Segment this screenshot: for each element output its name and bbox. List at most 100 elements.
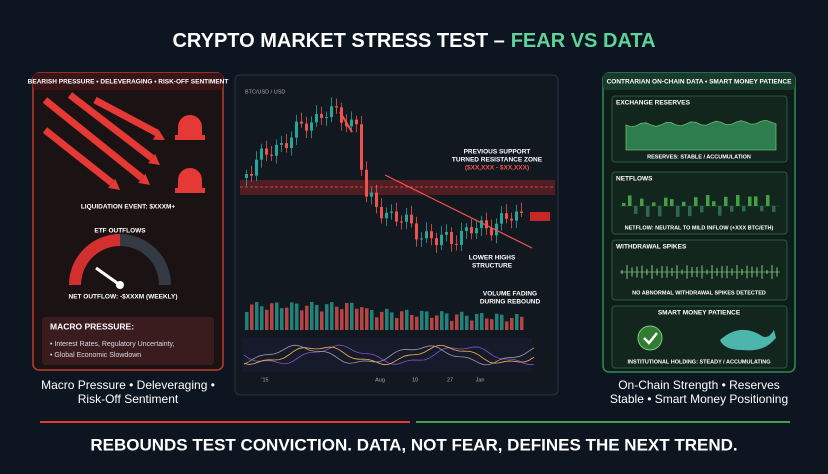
footer: REBOUNDS TEST CONVICTION. DATA, NOT FEAR… [90,435,737,454]
candle [250,174,253,176]
x-label: 27 [447,377,453,383]
netflow-bar [628,195,632,206]
volume-bar [275,302,279,330]
volume-bar [315,304,319,330]
netflow-bar [730,206,734,212]
candle [265,148,268,155]
volume-bar [285,307,289,330]
candle [375,192,378,207]
reserves-area [625,119,777,151]
macro-item: • Global Economic Slowdown [50,352,141,359]
indicator-pane [242,338,532,372]
volume-bar [300,310,304,330]
volume-bar [375,317,379,330]
volume-bar [310,302,314,330]
volume-bar [460,311,464,330]
volume-bar [420,310,424,330]
netflow-bar [724,196,728,206]
x-label: 10 [412,377,418,383]
candle [490,228,493,236]
arrow-shaft [42,97,145,181]
volume-bar [490,319,494,330]
candle [460,230,463,245]
netflow-bar [640,198,644,206]
netflow-bar [664,197,668,206]
x-label: Jan [476,377,485,383]
candle [400,221,403,223]
volume-bar [480,313,484,330]
candle [500,213,503,224]
volume-bar [260,306,264,330]
volume-bar [470,320,474,330]
candle [485,220,488,229]
candle [350,119,353,127]
candle [475,228,478,234]
volume-bar [395,318,399,330]
annotation: ($XX,XXX - $XX,XXX) [465,165,529,172]
widget-note: NETFLOW: NEUTRAL TO MILD INFLOW (+XXX BT… [625,225,774,231]
volume-bar [255,302,259,330]
volume-bar [400,311,404,330]
etf-title: ETF OUTFLOWS [94,228,146,235]
macro-title: MACRO PRESSURE: [50,321,134,331]
x-label: '15 [261,377,268,383]
candle [335,106,338,108]
netflow-bar [772,206,776,212]
net-outflow: NET OUTFLOW: -$XXXM (WEEKLY) [68,294,177,301]
x-labels: '15 Aug 10 27 Jan [261,377,484,383]
netflow-bar [694,197,698,206]
candle [320,113,323,118]
volume-bar [415,316,419,330]
volume-bar [370,310,374,330]
volume-bar [495,313,499,330]
volume-bar [505,321,509,330]
volume-bar [330,302,334,330]
right-header: CONTRARIAN ON-CHAIN DATA • SMART MONEY P… [607,79,793,86]
arrow-head [153,129,165,140]
pair-label: BTC/USD / USD [245,89,285,95]
volume-bar [450,320,454,330]
annotation: TURNED RESISTANCE ZONE [452,157,543,164]
volume-bar [485,318,489,330]
candle [255,159,258,176]
candle [495,223,498,236]
candle [360,124,363,170]
arrow-head [138,173,150,185]
left-header: BEARISH PRESSURE • DELEVERAGING • RISK-O… [28,79,229,86]
osc-line [243,344,535,366]
netflow-bar [658,206,662,217]
annotation: STRUCTURE [472,263,513,270]
candle [410,214,413,224]
volume-bar [355,308,359,330]
candle [515,211,518,221]
volume-bar [380,311,384,330]
candle [315,113,318,123]
volume-bar [425,311,429,330]
volume-bar [390,312,394,330]
oscillator [243,344,535,366]
candle [440,234,443,246]
widget-box [611,305,788,369]
right-caption: On-Chain Strength • Reserves [618,378,780,392]
candle [520,211,523,213]
arrow-head [148,153,160,165]
widget-title: NETFLOWS [616,176,653,183]
candle [505,213,508,219]
down-arrow [339,111,353,133]
price-tag [530,212,550,221]
candle [285,143,288,149]
title-accent: FEAR VS DATA [511,30,656,52]
whale-icon [720,329,776,351]
candle [450,232,453,244]
liquidation-text: LIQUIDATION EVENT: $XXXM+ [81,204,176,211]
candle [270,154,273,156]
candle [390,211,393,213]
annotation: VOLUME FADING [483,291,537,298]
candle [330,106,333,118]
candle [470,227,473,234]
widget-note: NO ABNORMAL WITHDRAWAL SPIKES DETECTED [632,290,766,296]
candle [325,117,328,119]
candle [430,231,433,239]
osc-line [243,344,535,366]
